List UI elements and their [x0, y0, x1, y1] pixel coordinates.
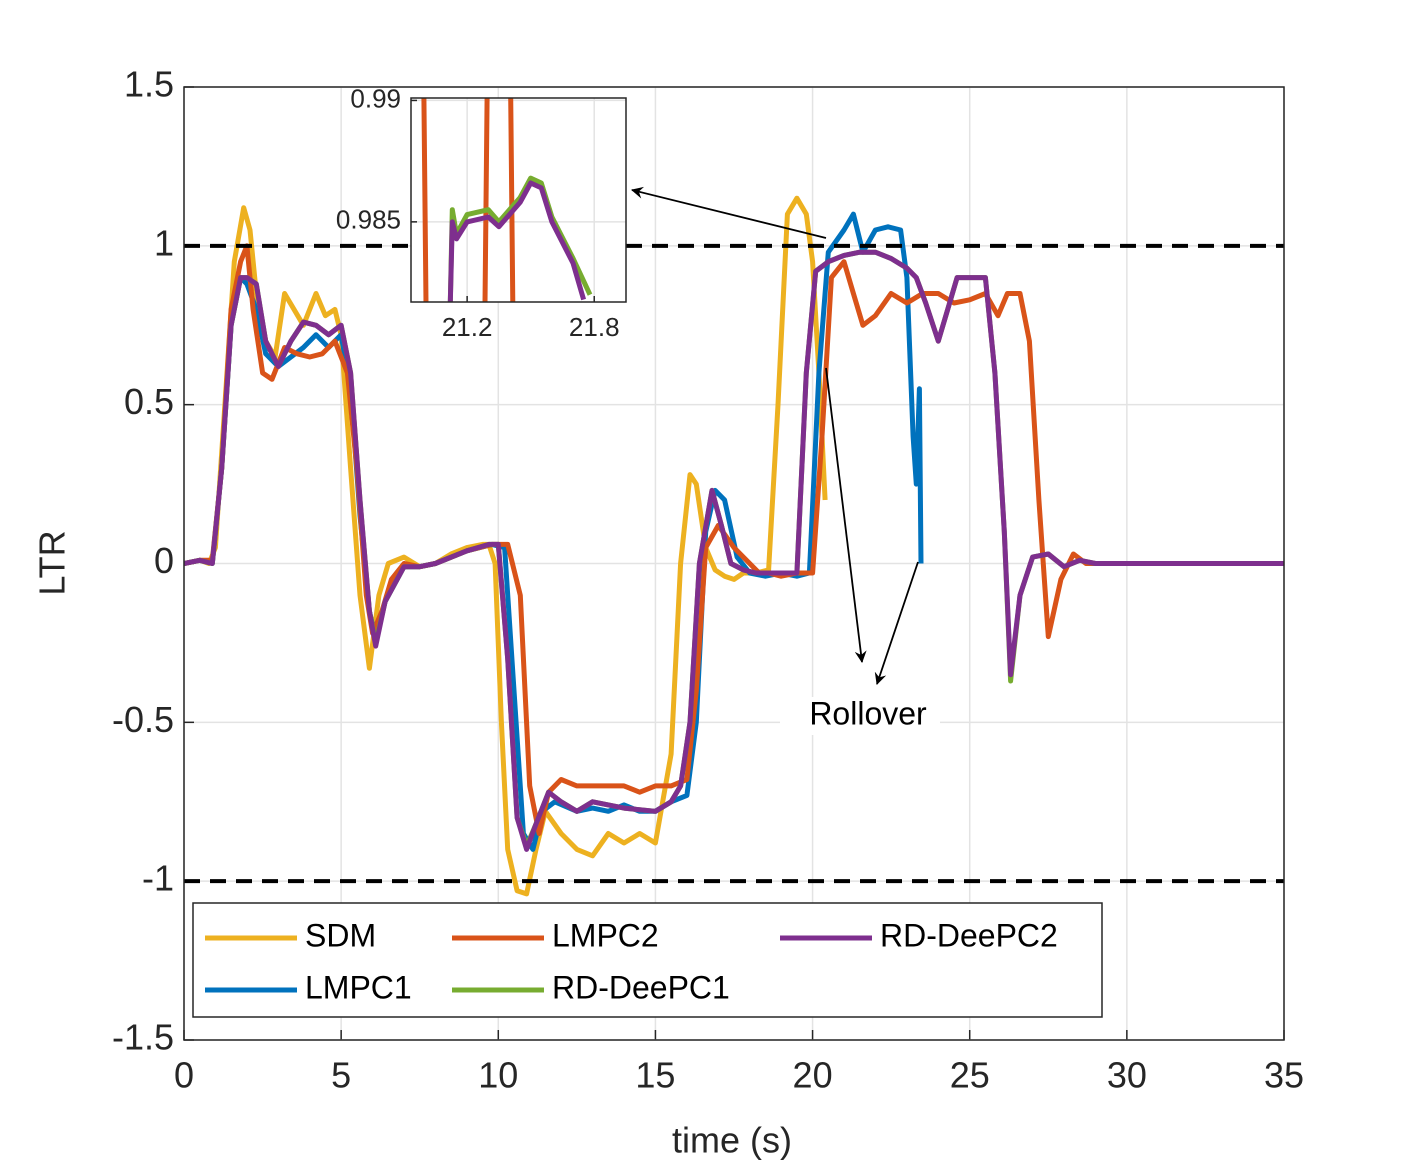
- x-tick-label: 10: [478, 1054, 518, 1095]
- annotation-arrows: [631, 186, 919, 685]
- x-tick-label: 35: [1264, 1054, 1304, 1095]
- y-tick-label: -1.5: [112, 1017, 174, 1058]
- legend-label: RD-DeePC1: [552, 969, 730, 1005]
- y-tick-label: -0.5: [112, 699, 174, 740]
- x-tick-label: 30: [1107, 1054, 1147, 1095]
- y-tick-label: 0.99: [350, 83, 401, 113]
- y-tick-label: 1.5: [124, 64, 174, 105]
- series-group: [421, 98, 593, 302]
- series-line: [421, 98, 516, 302]
- x-tick-label: 5: [331, 1054, 351, 1095]
- y-tick-label: 1: [154, 222, 174, 263]
- axes-box: [410, 97, 627, 303]
- x-tick-label: 0: [174, 1054, 194, 1095]
- legend-label: SDM: [305, 917, 376, 953]
- arrow: [825, 367, 867, 663]
- annotation-bg: [780, 697, 940, 735]
- series-line: [184, 243, 1284, 836]
- x-tick-label: 25: [950, 1054, 990, 1095]
- legend-label: LMPC1: [305, 969, 412, 1005]
- y-tick-label: -1: [142, 858, 174, 899]
- legend-label: RD-DeePC2: [880, 917, 1058, 953]
- axes-box: [183, 86, 1285, 1041]
- legend: [192, 902, 1103, 1018]
- series-group: [184, 195, 1284, 897]
- series-line: [447, 180, 587, 302]
- x-tick-label: 21.8: [569, 312, 620, 342]
- y-tick-label: 0: [154, 540, 174, 581]
- y-axis-label: LTR: [32, 530, 73, 595]
- series-line: [184, 249, 1284, 852]
- y-tick-label: 0.985: [336, 205, 401, 235]
- arrow: [631, 186, 827, 239]
- legend-label: LMPC2: [552, 917, 659, 953]
- x-tick-label: 15: [635, 1054, 675, 1095]
- annotation: Rollover: [809, 695, 927, 731]
- arrow: [874, 561, 919, 685]
- series-line: [184, 195, 828, 897]
- x-tick-label: 21.2: [442, 312, 493, 342]
- x-tick-label: 20: [793, 1054, 833, 1095]
- x-axis-label: time (s): [672, 1120, 792, 1161]
- y-tick-label: 0.5: [124, 381, 174, 422]
